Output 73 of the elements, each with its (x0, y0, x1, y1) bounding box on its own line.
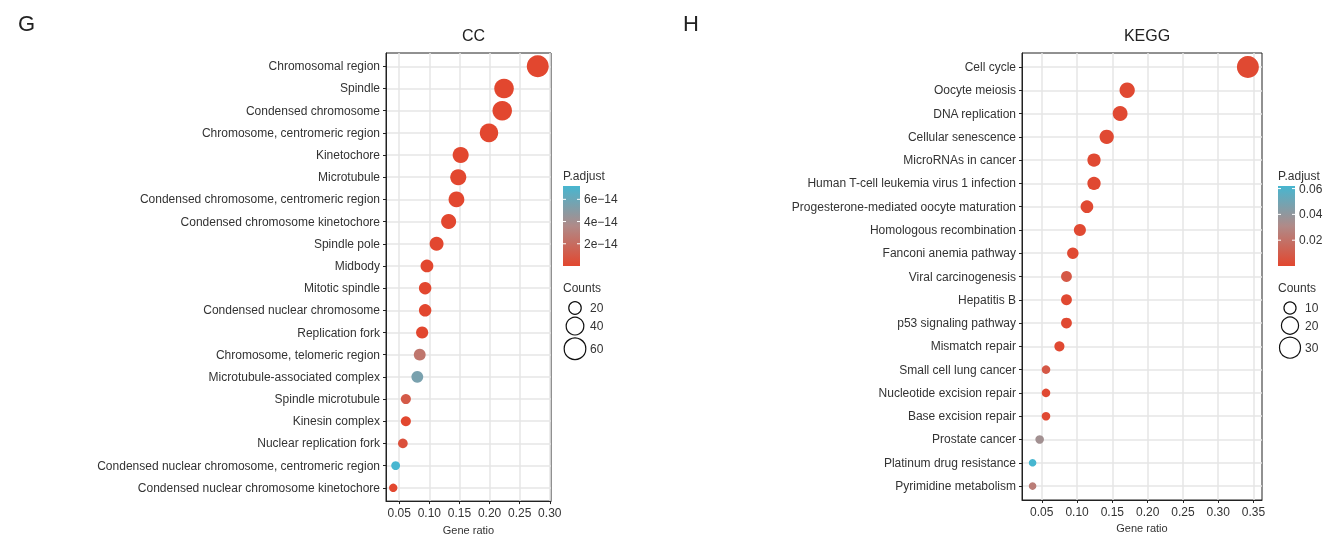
y-tick-label: Condensed nuclear chromosome kinetochore (137, 480, 381, 495)
color-bar-label: 0.04 (1299, 207, 1323, 222)
y-tick-label: Chromosome, centromeric region (201, 125, 380, 140)
x-tick-label: 0.05 (387, 506, 412, 521)
x-tick-label: 0.30 (1206, 505, 1231, 519)
y-tick-label: Spindle pole (313, 236, 381, 251)
x-tick-label: 0.15 (447, 506, 472, 521)
x-tick-label: 0.05 (1030, 505, 1054, 519)
x-tick-label: 0.35 (1241, 505, 1266, 519)
color-bar-label: 0.02 (1299, 233, 1323, 248)
y-tick-label: Hepatitis B (957, 292, 1016, 307)
text: G (18, 10, 36, 36)
y-tick-label: Condensed chromosome (245, 103, 381, 118)
y-tick-label: Progesterone-mediated oocyte maturation (791, 199, 1016, 214)
y-tick-label: Fanconi anemia pathway (882, 246, 1016, 261)
legend-title: Counts (1278, 281, 1317, 295)
y-tick-label: Microtubule-associated complex (208, 369, 380, 384)
y-tick-label: Condensed nuclear chromosome (203, 303, 381, 318)
y-tick-label: Condensed nuclear chromosome, centromeric region (97, 458, 380, 473)
color-bar-label: 2e−14 (584, 236, 619, 251)
x-axis-title: Gene ratio (1116, 522, 1168, 535)
y-tick-label: Cell cycle (964, 59, 1017, 74)
y-tick-label: Kinesin complex (292, 414, 380, 429)
y-tick-label: Platinum drug resistance (883, 455, 1017, 470)
y-tick-label: Human T-cell leukemia virus 1 infection (807, 176, 1016, 191)
chart-title: CC (461, 26, 486, 44)
y-tick-label: Oocyte meiosis (933, 83, 1016, 98)
y-tick-label: Chromosome, telomeric region (215, 347, 380, 362)
y-tick-label: Nucleotide excision repair (878, 385, 1016, 400)
y-tick-label: Spindle microtubule (274, 392, 381, 407)
y-tick-label: Midbody (334, 258, 380, 273)
color-bar-title: P.adjust (563, 169, 606, 183)
legend-label: 60 (590, 341, 604, 356)
x-tick-label: 0.15 (1100, 505, 1125, 519)
x-tick-label: 0.20 (477, 506, 502, 521)
y-tick-label: Small cell lung cancer (899, 362, 1016, 377)
x-tick-label: 0.20 (1135, 505, 1160, 519)
y-tick-label: Condensed chromosome, centromeric region (139, 192, 380, 207)
legend-label: 30 (1305, 340, 1319, 355)
y-tick-label: Prostate cancer (931, 432, 1016, 447)
y-tick-label: Cellular senescence (907, 129, 1017, 144)
x-tick-label: 0.30 (538, 506, 562, 521)
x-tick-label: 0.10 (1065, 505, 1090, 519)
y-tick-label: Homologous recombination (869, 222, 1016, 237)
x-tick-label: 0.25 (508, 506, 532, 521)
text: H (683, 10, 699, 36)
x-tick-label: 0.10 (417, 506, 442, 521)
legend-label: 40 (590, 319, 604, 334)
y-tick-label: MicroRNAs in cancer (903, 153, 1016, 168)
x-axis-title: Gene ratio (442, 523, 495, 536)
color-bar-label: 6e−14 (584, 192, 619, 207)
y-tick-label: Spindle (339, 81, 381, 96)
y-tick-label: Replication fork (297, 325, 381, 340)
y-tick-label: DNA replication (933, 106, 1016, 121)
legend-label: 10 (1305, 301, 1319, 315)
legend-label: 20 (590, 301, 604, 315)
y-tick-label: Microtubule (317, 170, 381, 185)
y-tick-label: Kinetochore (315, 148, 381, 163)
y-tick-label: Nuclear replication fork (257, 436, 381, 451)
chart-title: KEGG (1123, 26, 1171, 44)
y-tick-label: Chromosomal region (268, 59, 380, 74)
legend-title: Counts (563, 281, 602, 295)
y-tick-label: Pyrimidine metabolism (895, 479, 1016, 494)
y-tick-label: p53 signaling pathway (897, 316, 1016, 331)
y-tick-label: Viral carcinogenesis (908, 269, 1016, 284)
color-bar-title: P.adjust (1278, 169, 1321, 183)
legend-label: 20 (1305, 318, 1319, 333)
y-tick-label: Mitotic spindle (303, 281, 381, 296)
y-tick-label: Base excision repair (907, 409, 1016, 424)
x-tick-label: 0.25 (1171, 505, 1195, 519)
y-tick-label: Mismatch repair (930, 339, 1016, 354)
color-bar-label: 4e−14 (584, 214, 619, 229)
y-tick-label: Condensed chromosome kinetochore (180, 214, 381, 229)
